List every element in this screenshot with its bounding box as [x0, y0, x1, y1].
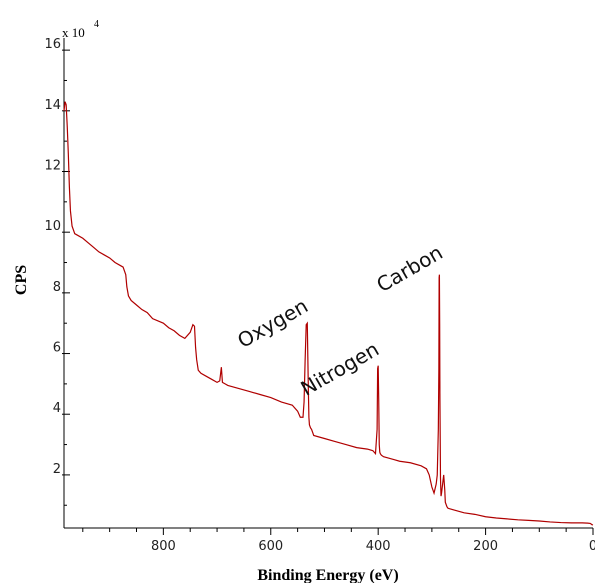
- y-tick-label: 4: [53, 401, 61, 416]
- y-tick-label: 6: [53, 341, 61, 356]
- axis-ticks: 2 4 6 8 10 12 14 16 800 600 400 200 0: [44, 37, 595, 554]
- x-tick-label: 800: [151, 539, 176, 554]
- x-tick-label: 600: [258, 539, 283, 554]
- y-tick-label: 14: [44, 98, 61, 113]
- spectrum-line: [63, 101, 594, 526]
- x-tick-label: 400: [366, 539, 391, 554]
- y-axis-title: CPS: [13, 265, 30, 295]
- x-axis-title: Binding Energy (eV): [257, 567, 398, 583]
- plot-axes: [63, 38, 593, 529]
- y-tick-label: 16: [44, 37, 61, 52]
- annotation-oxygen: Oxygen: [233, 294, 312, 353]
- y-multiplier-exponent: 4: [94, 19, 99, 30]
- annotation-nitrogen: Nitrogen: [297, 337, 384, 401]
- annotation-carbon: Carbon: [372, 240, 446, 297]
- y-tick-label: 2: [53, 462, 61, 477]
- x-tick-label: 0: [589, 539, 595, 554]
- y-tick-label: 8: [53, 280, 61, 295]
- y-tick-label: 12: [44, 158, 61, 173]
- y-tick-label: 10: [44, 219, 61, 234]
- y-multiplier-base: x 10: [62, 25, 85, 40]
- x-tick-label: 200: [473, 539, 498, 554]
